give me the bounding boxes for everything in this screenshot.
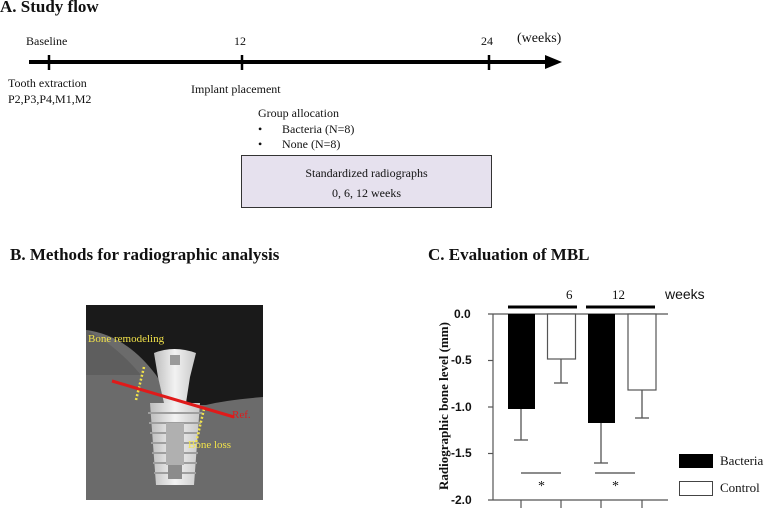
legend-label-control: Control — [720, 480, 760, 495]
bar-control-12wk — [627, 313, 657, 391]
tick-label-24: 24 — [481, 34, 493, 48]
legend-swatch-bacteria — [679, 454, 713, 468]
bar-bacteria-6wk — [508, 314, 535, 409]
ytick--2.0: -2.0 — [451, 493, 472, 507]
group-item-bacteria: • Bacteria (N=8) — [258, 122, 355, 136]
bone-loss-marker — [194, 408, 206, 444]
bone-remodeling-label: Bone remodeling — [88, 333, 165, 345]
radiographs-box: Standardized radiographs 0, 6, 12 weeks — [241, 155, 492, 208]
group-unit-label: weeks — [665, 286, 705, 302]
group-label-6: 6 — [566, 287, 573, 302]
radiograph-image: Bone remodeling Ref. Bone loss — [86, 305, 263, 500]
radiographs-title: Standardized radiographs — [305, 166, 428, 180]
legend-label-bacteria: Bacteria — [720, 453, 764, 468]
panel-a-title: A. Study flow — [0, 0, 99, 16]
significance-star-12: * — [612, 479, 619, 494]
study-timeline — [29, 55, 562, 70]
timeline-arrowhead-icon — [545, 55, 562, 69]
panel-c-title: C. Evaluation of MBL — [428, 245, 590, 264]
group-allocation-title: Group allocation — [258, 106, 339, 120]
ytick-0.0: 0.0 — [454, 307, 471, 321]
ytick--1.5: -1.5 — [451, 446, 472, 460]
panel-b-title: B. Methods for radiographic analysis — [10, 245, 280, 264]
group-item-none: • None (N=8) — [258, 137, 341, 151]
implant-radiograph — [86, 305, 263, 500]
y-ticks — [488, 359, 493, 455]
baseline-event: Tooth extraction — [8, 76, 87, 90]
reference-line — [111, 379, 235, 419]
implant-placement-event: Implant placement — [191, 82, 281, 96]
significance-star-6: * — [538, 479, 545, 494]
tick-label-baseline: Baseline — [26, 34, 68, 48]
ref-label: Ref. — [232, 409, 251, 421]
bar-control-6wk — [546, 313, 577, 360]
bullet-icon: • — [258, 137, 263, 151]
ytick--0.5: -0.5 — [451, 353, 472, 367]
group-label-12: 12 — [612, 287, 625, 302]
y-axis-label: Radiographic bone level (mm) — [436, 322, 451, 490]
tick-label-12: 12 — [234, 34, 246, 48]
bone-remodeling-marker — [134, 366, 146, 401]
timeline-unit: (weeks) — [517, 31, 562, 46]
x-ticks — [520, 500, 643, 508]
bar-bacteria-12wk — [588, 314, 615, 423]
ytick--1.0: -1.0 — [451, 400, 472, 414]
error-bars — [514, 359, 649, 464]
bullet-icon: • — [258, 122, 263, 136]
legend-swatch-control — [679, 481, 713, 496]
baseline-teeth: P2,P3,P4,M1,M2 — [8, 92, 92, 106]
radiographs-schedule: 0, 6, 12 weeks — [332, 186, 401, 200]
bone-loss-label: Bone loss — [188, 439, 232, 451]
